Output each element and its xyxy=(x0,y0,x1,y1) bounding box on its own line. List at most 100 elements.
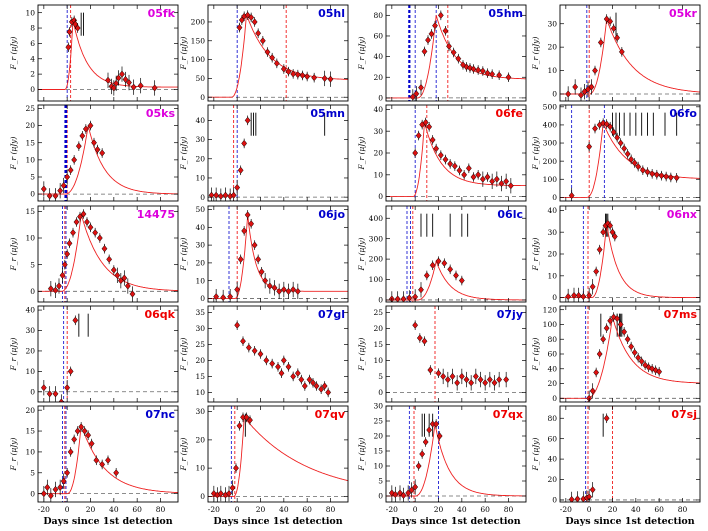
y-tick-label: 0 xyxy=(200,193,205,202)
data-point xyxy=(306,376,313,384)
data-point xyxy=(484,173,491,181)
x-tick-label: 20 xyxy=(434,505,444,514)
y-tick-label: 20 xyxy=(25,121,35,130)
x-axis-label: Days since 1st detection xyxy=(213,516,342,527)
data-point xyxy=(257,350,264,358)
data-point xyxy=(394,295,401,302)
data-point xyxy=(251,241,258,249)
data-point xyxy=(285,363,292,371)
data-point xyxy=(461,171,468,179)
data-point xyxy=(52,286,59,294)
data-point xyxy=(213,191,220,199)
data-point xyxy=(85,431,92,439)
panel-frame xyxy=(37,4,179,102)
data-point xyxy=(437,11,444,19)
data-point xyxy=(227,293,234,301)
y-tick-label: 60 xyxy=(373,32,383,41)
y-tick-label: 10 xyxy=(25,234,35,243)
data-point xyxy=(603,324,610,332)
y-tick-label: 20 xyxy=(373,324,383,333)
y-tick-label: 20 xyxy=(25,406,35,415)
y-tick-label: 0 xyxy=(30,190,35,199)
panel-frame xyxy=(37,405,179,503)
data-point xyxy=(222,191,229,199)
data-point xyxy=(406,294,413,302)
y-tick-label: 20 xyxy=(547,379,557,388)
data-point xyxy=(115,74,122,82)
data-point xyxy=(565,90,572,98)
panel-label: 05fk xyxy=(148,7,176,20)
model-curve xyxy=(208,14,348,98)
data-point xyxy=(611,232,618,241)
y-tick-label: 100 xyxy=(369,275,384,284)
data-point xyxy=(236,23,243,32)
y-tick-label: 0 xyxy=(552,496,557,505)
y-tick-label: 400 xyxy=(543,121,558,130)
y-tick-label: 15 xyxy=(373,340,383,349)
y-tick-label: 20 xyxy=(547,475,557,484)
data-point xyxy=(46,390,53,398)
data-point xyxy=(113,469,120,477)
y-tick-label: 0 xyxy=(378,94,383,103)
data-point xyxy=(607,17,614,25)
x-axis-label: Days since 1st detection xyxy=(43,516,172,527)
data-point xyxy=(67,448,74,456)
data-point xyxy=(280,285,287,294)
data-point xyxy=(600,228,607,236)
data-point xyxy=(458,372,465,380)
y-tick-label: 120 xyxy=(543,305,558,314)
y-tick-label: 300 xyxy=(543,139,558,148)
data-point xyxy=(593,368,600,377)
data-point xyxy=(588,83,595,91)
data-point xyxy=(77,213,83,221)
y-axis-label: F_r (μJy) xyxy=(357,337,366,371)
y-tick-label: 10 xyxy=(195,174,205,183)
data-point xyxy=(453,271,459,280)
data-point xyxy=(413,90,420,98)
panel-frame xyxy=(385,4,527,102)
data-point xyxy=(400,491,407,499)
data-point xyxy=(645,363,652,371)
data-point xyxy=(318,385,325,393)
data-point xyxy=(600,119,607,127)
x-tick-label: 80 xyxy=(326,505,336,514)
data-point xyxy=(427,366,434,374)
data-point xyxy=(635,354,642,362)
data-point xyxy=(433,145,440,153)
data-point xyxy=(419,450,426,458)
y-tick-label: 40 xyxy=(25,306,35,315)
data-point xyxy=(628,155,635,163)
model-curve xyxy=(386,15,526,99)
data-point xyxy=(614,314,621,323)
y-axis-label: F_r (μJy) xyxy=(357,136,366,170)
data-point xyxy=(290,70,297,78)
data-point xyxy=(604,219,611,228)
x-tick-label: 80 xyxy=(678,505,688,514)
data-point xyxy=(290,285,297,294)
data-point xyxy=(313,382,320,390)
data-point xyxy=(463,376,470,384)
data-point xyxy=(580,292,587,301)
data-point xyxy=(47,492,54,500)
data-point xyxy=(290,372,297,380)
y-tick-label: 5 xyxy=(378,477,383,486)
x-tick-label: 60 xyxy=(480,505,490,514)
data-point xyxy=(110,84,117,92)
y-tick-label: 40 xyxy=(547,364,557,373)
data-point xyxy=(484,69,491,77)
y-axis-label: F_r (μJy) xyxy=(179,136,188,170)
y-tick-label: 30 xyxy=(195,135,205,144)
y-tick-label: 10 xyxy=(373,462,383,471)
x-tick-label: 20 xyxy=(256,505,266,514)
panel-label: 06fo xyxy=(669,107,697,120)
data-point xyxy=(442,27,449,35)
y-tick-label: 100 xyxy=(191,55,206,64)
data-point xyxy=(278,369,285,377)
panel-label: 14475 xyxy=(137,208,175,221)
panel-label: 07qv xyxy=(315,408,346,421)
data-point xyxy=(91,139,97,147)
data-point xyxy=(80,210,87,218)
data-point xyxy=(400,295,407,302)
data-point xyxy=(119,70,125,78)
